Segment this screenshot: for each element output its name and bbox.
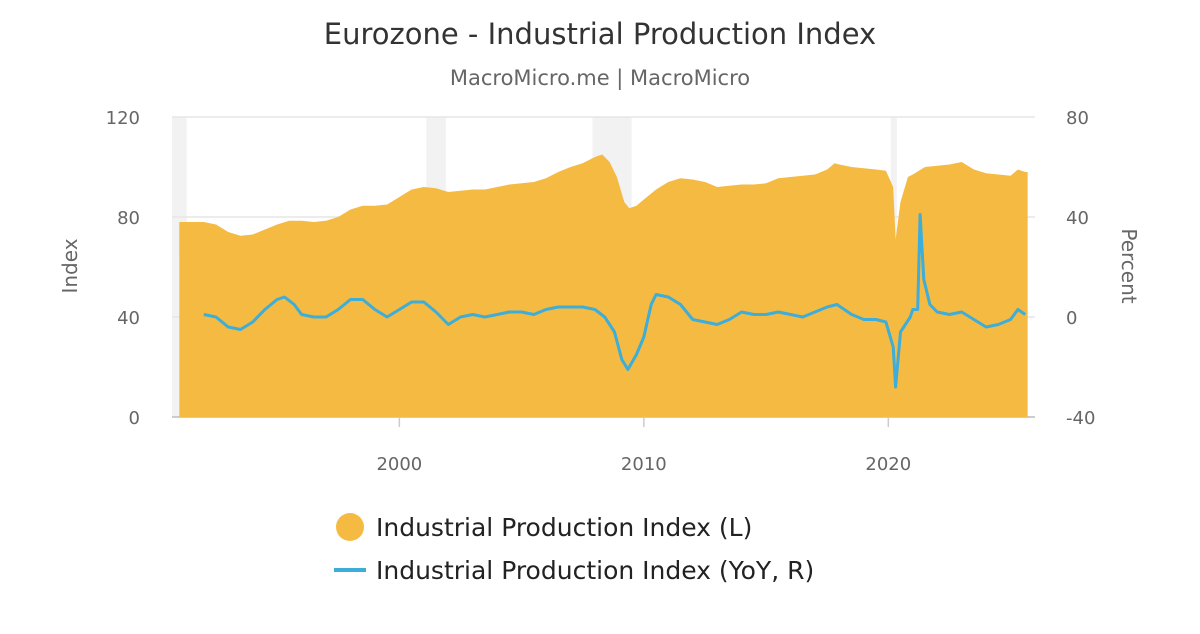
yoy-line: [203, 213, 1027, 389]
legend-item-yoy[interactable]: Industrial Production Index (YoY, R): [334, 556, 814, 585]
legend-item-index[interactable]: Industrial Production Index (L): [336, 513, 752, 542]
right-axis-label: Percent: [1117, 228, 1141, 303]
right-tick-label: 0: [1066, 308, 1077, 329]
index-area: [179, 154, 1028, 417]
yoy-line-series: [203, 213, 1027, 389]
legend-circle-icon: [336, 513, 364, 541]
x-tick-label: 2000: [376, 454, 422, 475]
x-tick-label: 2010: [621, 454, 667, 475]
left-tick-label: 80: [117, 208, 140, 229]
legend: Industrial Production Index (L) Industri…: [334, 513, 814, 585]
left-tick-label: 120: [106, 108, 140, 129]
right-tick-label: 40: [1066, 208, 1089, 229]
chart-title: Eurozone - Industrial Production Index: [324, 17, 876, 51]
axes: 0 40 80 120 -40 0 40 80 2000 2010 2020: [106, 108, 1096, 475]
legend-label: Industrial Production Index (YoY, R): [376, 556, 814, 585]
left-axis-label: Index: [58, 238, 82, 293]
left-tick-label: 40: [117, 308, 140, 329]
chart-subtitle: MacroMicro.me | MacroMicro: [450, 66, 750, 91]
index-area-series: [179, 154, 1028, 417]
right-tick-label: 80: [1066, 108, 1089, 129]
x-tick-label: 2020: [865, 454, 911, 475]
left-tick-label: 0: [129, 408, 140, 429]
right-tick-label: -40: [1066, 408, 1095, 429]
legend-label: Industrial Production Index (L): [376, 513, 752, 542]
